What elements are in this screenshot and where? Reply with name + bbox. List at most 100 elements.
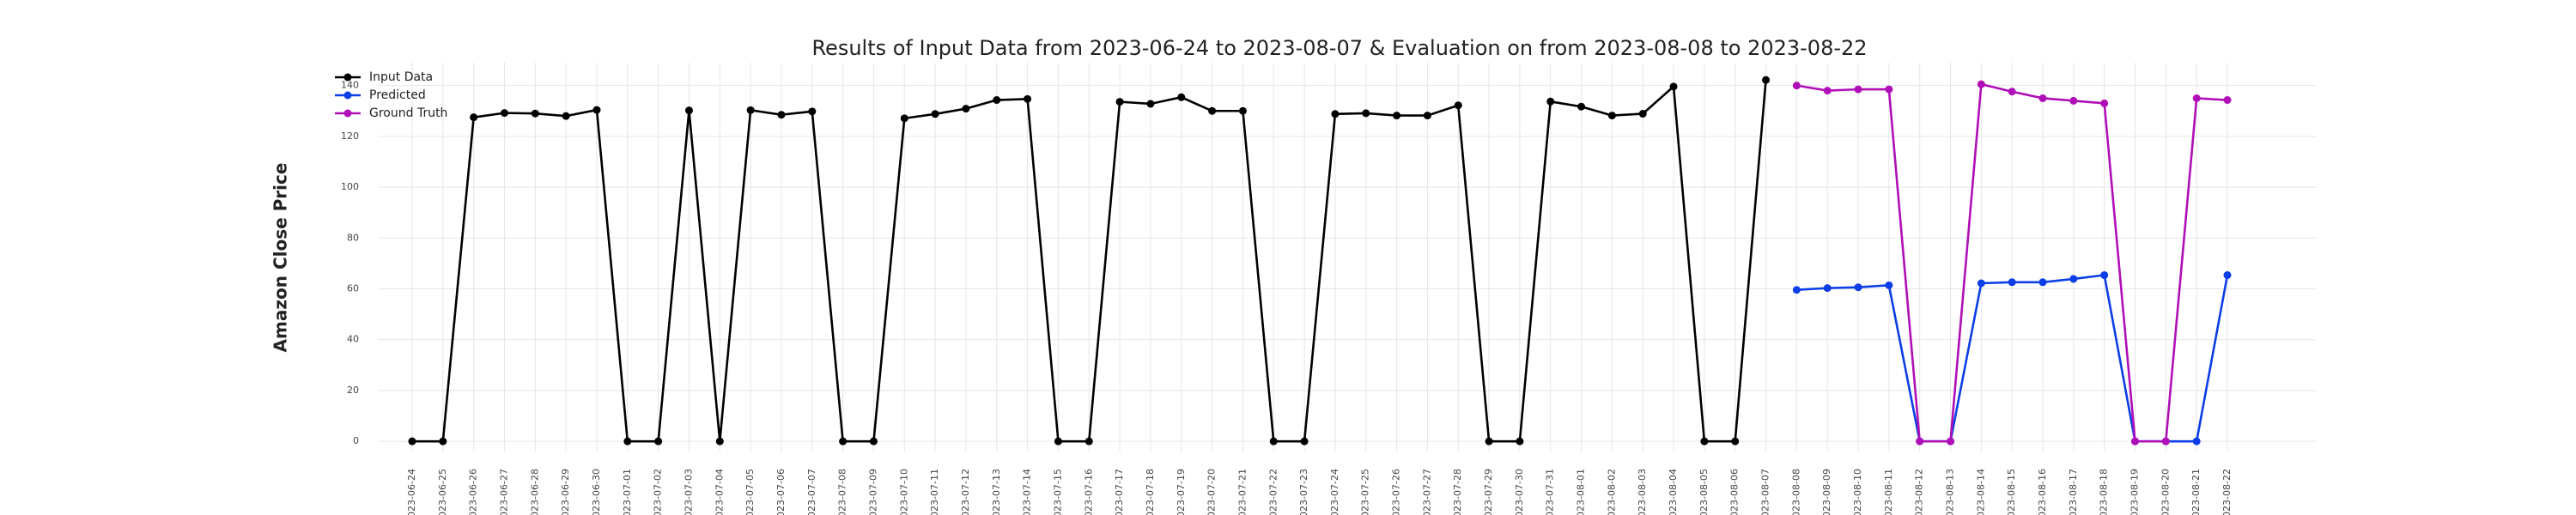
data-point [1669,82,1678,91]
x-tick-label: 2023-07-23 [1298,469,1309,515]
legend-marker [343,91,352,100]
x-tick-label: 2023-08-18 [2099,469,2110,515]
x-tick-label: 2023-07-12 [960,469,971,515]
data-point [1792,286,1801,294]
x-tick-label: 2023-07-14 [1022,469,1033,515]
data-point [1177,93,1186,101]
x-tick-label: 2023-06-25 [437,469,448,515]
y-axis-label: Amazon Close Price [270,163,291,353]
x-tick-label: 2023-07-19 [1176,469,1187,515]
data-point [2069,96,2078,105]
data-point [2100,99,2109,107]
x-tick-label: 2023-07-16 [1083,469,1094,515]
data-point [962,105,970,113]
x-tick-label: 2023-06-30 [591,469,602,515]
x-tick-label: 2023-08-15 [2006,469,2017,515]
x-tick-label: 2023-08-01 [1576,469,1587,515]
legend-marker [343,109,352,118]
x-tick-label: 2023-08-06 [1729,469,1741,515]
x-tick-label: 2023-07-09 [867,469,878,515]
data-point [931,110,939,118]
data-point [1854,85,1862,94]
x-tick-label: 2023-07-08 [837,469,848,515]
data-point [1115,98,1124,106]
x-tick-label: 2023-07-02 [653,469,664,515]
x-tick-label: 2023-07-10 [898,469,909,515]
x-tick-label: 2023-08-09 [1821,469,1832,515]
data-point [715,437,724,445]
x-tick-label: 2023-08-22 [2221,469,2233,515]
x-tick-label: 2023-08-02 [1606,469,1617,515]
x-tick-label: 2023-07-01 [622,469,633,515]
x-tick-label: 2023-07-26 [1391,469,1402,515]
data-point [1238,106,1247,115]
data-point [562,112,570,120]
data-point [1331,110,1340,118]
data-point [1607,112,1616,120]
data-point [1300,437,1309,445]
x-tick-label: 2023-06-26 [468,469,479,515]
legend-label: Ground Truth [369,106,447,120]
x-tick-label: 2023-07-24 [1329,469,1340,515]
data-point [808,107,817,116]
data-point [1792,82,1801,90]
data-point [531,109,539,118]
data-point [1977,279,1985,288]
x-tick-label: 2023-07-17 [1114,469,1125,515]
data-point [500,109,508,118]
data-point [1577,102,1586,111]
y-tick-label: 40 [347,334,359,345]
x-tick-label: 2023-08-08 [1790,469,1801,515]
data-point [1916,437,1924,445]
data-point [1454,101,1462,110]
x-tick-label: 2023-08-16 [2037,469,2048,515]
data-point [1485,437,1493,445]
data-point [1208,106,1217,115]
data-point [1885,85,1893,94]
data-point [684,106,693,115]
data-point [2131,437,2140,445]
x-tick-label: 2023-07-04 [714,469,725,515]
data-point [1823,284,1832,293]
x-tick-label: 2023-08-03 [1637,469,1648,515]
x-tick-label: 2023-08-17 [2068,469,2079,515]
data-point [408,437,416,445]
y-tick-label: 80 [347,232,359,243]
x-tick-label: 2023-07-31 [1545,469,1556,515]
data-point [1854,283,1862,292]
data-point [1947,437,1955,445]
data-point [1362,109,1370,118]
data-point [2008,88,2016,96]
data-point [777,111,786,119]
y-tick-label: 140 [341,80,359,91]
x-tick-label: 2023-07-06 [775,469,787,515]
data-point [592,106,601,114]
data-point [2223,271,2232,280]
data-point [900,114,908,123]
data-point [470,113,478,122]
y-tick-label: 20 [347,385,359,396]
data-point [1823,87,1832,95]
x-tick-label: 2023-07-05 [744,469,756,515]
x-tick-label: 2023-07-27 [1421,469,1432,515]
data-point [2069,275,2078,283]
legend-label: Input Data [369,70,433,84]
x-tick-label: 2023-07-21 [1236,469,1248,515]
x-tick-label: 2023-08-20 [2160,469,2171,515]
legend-label: Predicted [369,88,426,102]
data-point [1269,437,1278,445]
data-point [869,437,878,445]
data-point [1546,97,1555,106]
x-tick-label: 2023-07-30 [1514,469,1525,515]
x-tick-label: 2023-08-14 [1975,469,1986,515]
data-point [993,96,1001,105]
data-point [1731,437,1740,445]
x-tick-label: 2023-07-07 [806,469,817,515]
x-tick-label: 2023-07-03 [683,469,694,515]
data-point [2100,271,2109,280]
x-tick-label: 2023-07-22 [1267,469,1279,515]
x-tick-label: 2023-07-13 [991,469,1002,515]
x-tick-label: 2023-07-28 [1452,469,1463,515]
data-point [654,437,663,445]
